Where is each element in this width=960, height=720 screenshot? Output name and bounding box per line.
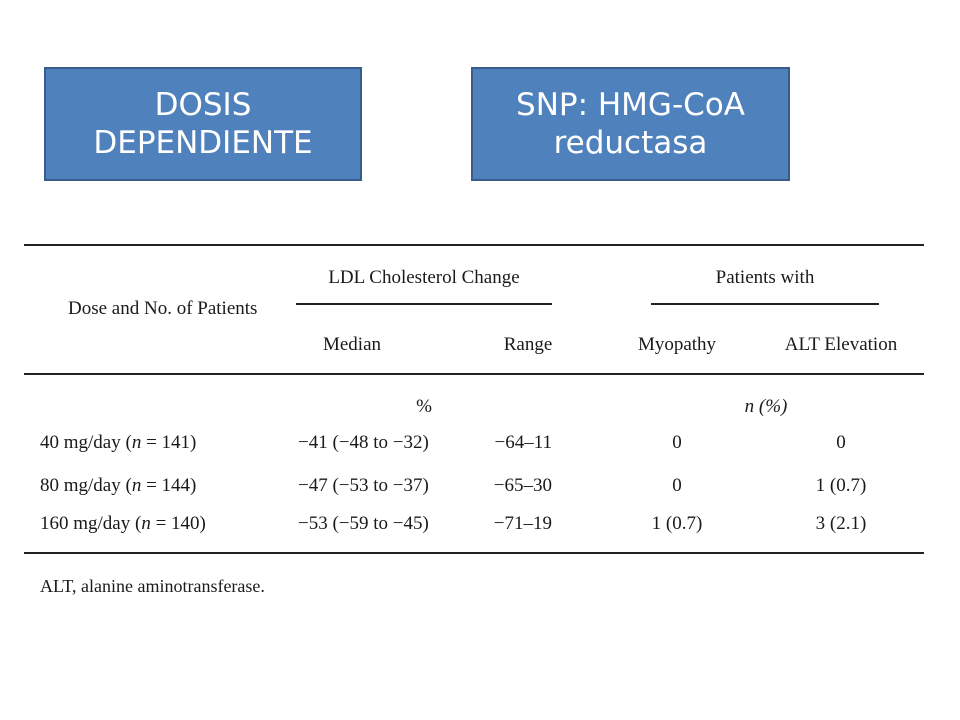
table-cell-median: −47 (−53 to −37) xyxy=(298,475,429,496)
table-cell-myopathy: 0 xyxy=(672,432,682,453)
ldl-group-rule xyxy=(296,303,552,305)
table-cell-median: −53 (−59 to −45) xyxy=(298,513,429,534)
table-cell-alt: 3 (2.1) xyxy=(815,513,867,534)
dose-value: 80 mg/day xyxy=(40,475,121,496)
header-myopathy: Myopathy xyxy=(637,334,717,355)
header-alt-elevation: ALT Elevation xyxy=(784,334,898,355)
table-row-dose: 160 mg/day (n = 140) xyxy=(40,513,206,534)
table-cell-alt: 1 (0.7) xyxy=(815,475,867,496)
table-row-dose: 40 mg/day (n = 141) xyxy=(40,432,197,453)
table-cell-myopathy: 0 xyxy=(672,475,682,496)
header-dose: Dose and No. of Patients xyxy=(68,298,258,319)
header-ldl-group: LDL Cholesterol Change xyxy=(328,267,520,288)
n-value: = 144) xyxy=(141,475,197,496)
table-bottom-rule xyxy=(24,552,924,554)
table-cell-myopathy: 1 (0.7) xyxy=(651,513,703,534)
snp-box: SNP: HMG-CoA reductasa xyxy=(471,67,790,181)
header-median: Median xyxy=(322,334,382,355)
unit-percent: % xyxy=(416,396,432,417)
header-range: Range xyxy=(503,334,553,355)
table-footnote: ALT, alanine aminotransferase. xyxy=(40,576,265,596)
snp-line2: reductasa xyxy=(553,125,708,161)
header-bottom-rule xyxy=(24,373,924,375)
unit-n-percent: n (%) xyxy=(744,396,788,417)
header-patients-group: Patients with xyxy=(715,267,815,288)
table-row-dose: 80 mg/day (n = 144) xyxy=(40,475,197,496)
dose-dependent-line2: DEPENDIENTE xyxy=(93,125,313,161)
table-cell-median: −41 (−48 to −32) xyxy=(298,432,429,453)
table-cell-range: −65–30 xyxy=(493,475,552,496)
snp-line1: SNP: HMG-CoA xyxy=(516,87,745,123)
dose-value: 40 mg/day xyxy=(40,432,121,453)
n-label: n xyxy=(141,513,151,534)
table-cell-range: −64–11 xyxy=(494,432,552,453)
n-value: = 140) xyxy=(150,513,206,534)
n-value: = 141) xyxy=(141,432,197,453)
dose-dependent-box: DOSIS DEPENDIENTE xyxy=(44,67,362,181)
table-cell-alt: 0 xyxy=(836,432,846,453)
table-top-rule xyxy=(24,244,924,246)
table-cell-range: −71–19 xyxy=(493,513,552,534)
patients-group-rule xyxy=(651,303,879,305)
dose-value: 160 mg/day xyxy=(40,513,131,534)
dose-dependent-line1: DOSIS xyxy=(154,87,252,123)
n-label: n xyxy=(131,475,142,496)
n-label: n xyxy=(131,432,142,453)
